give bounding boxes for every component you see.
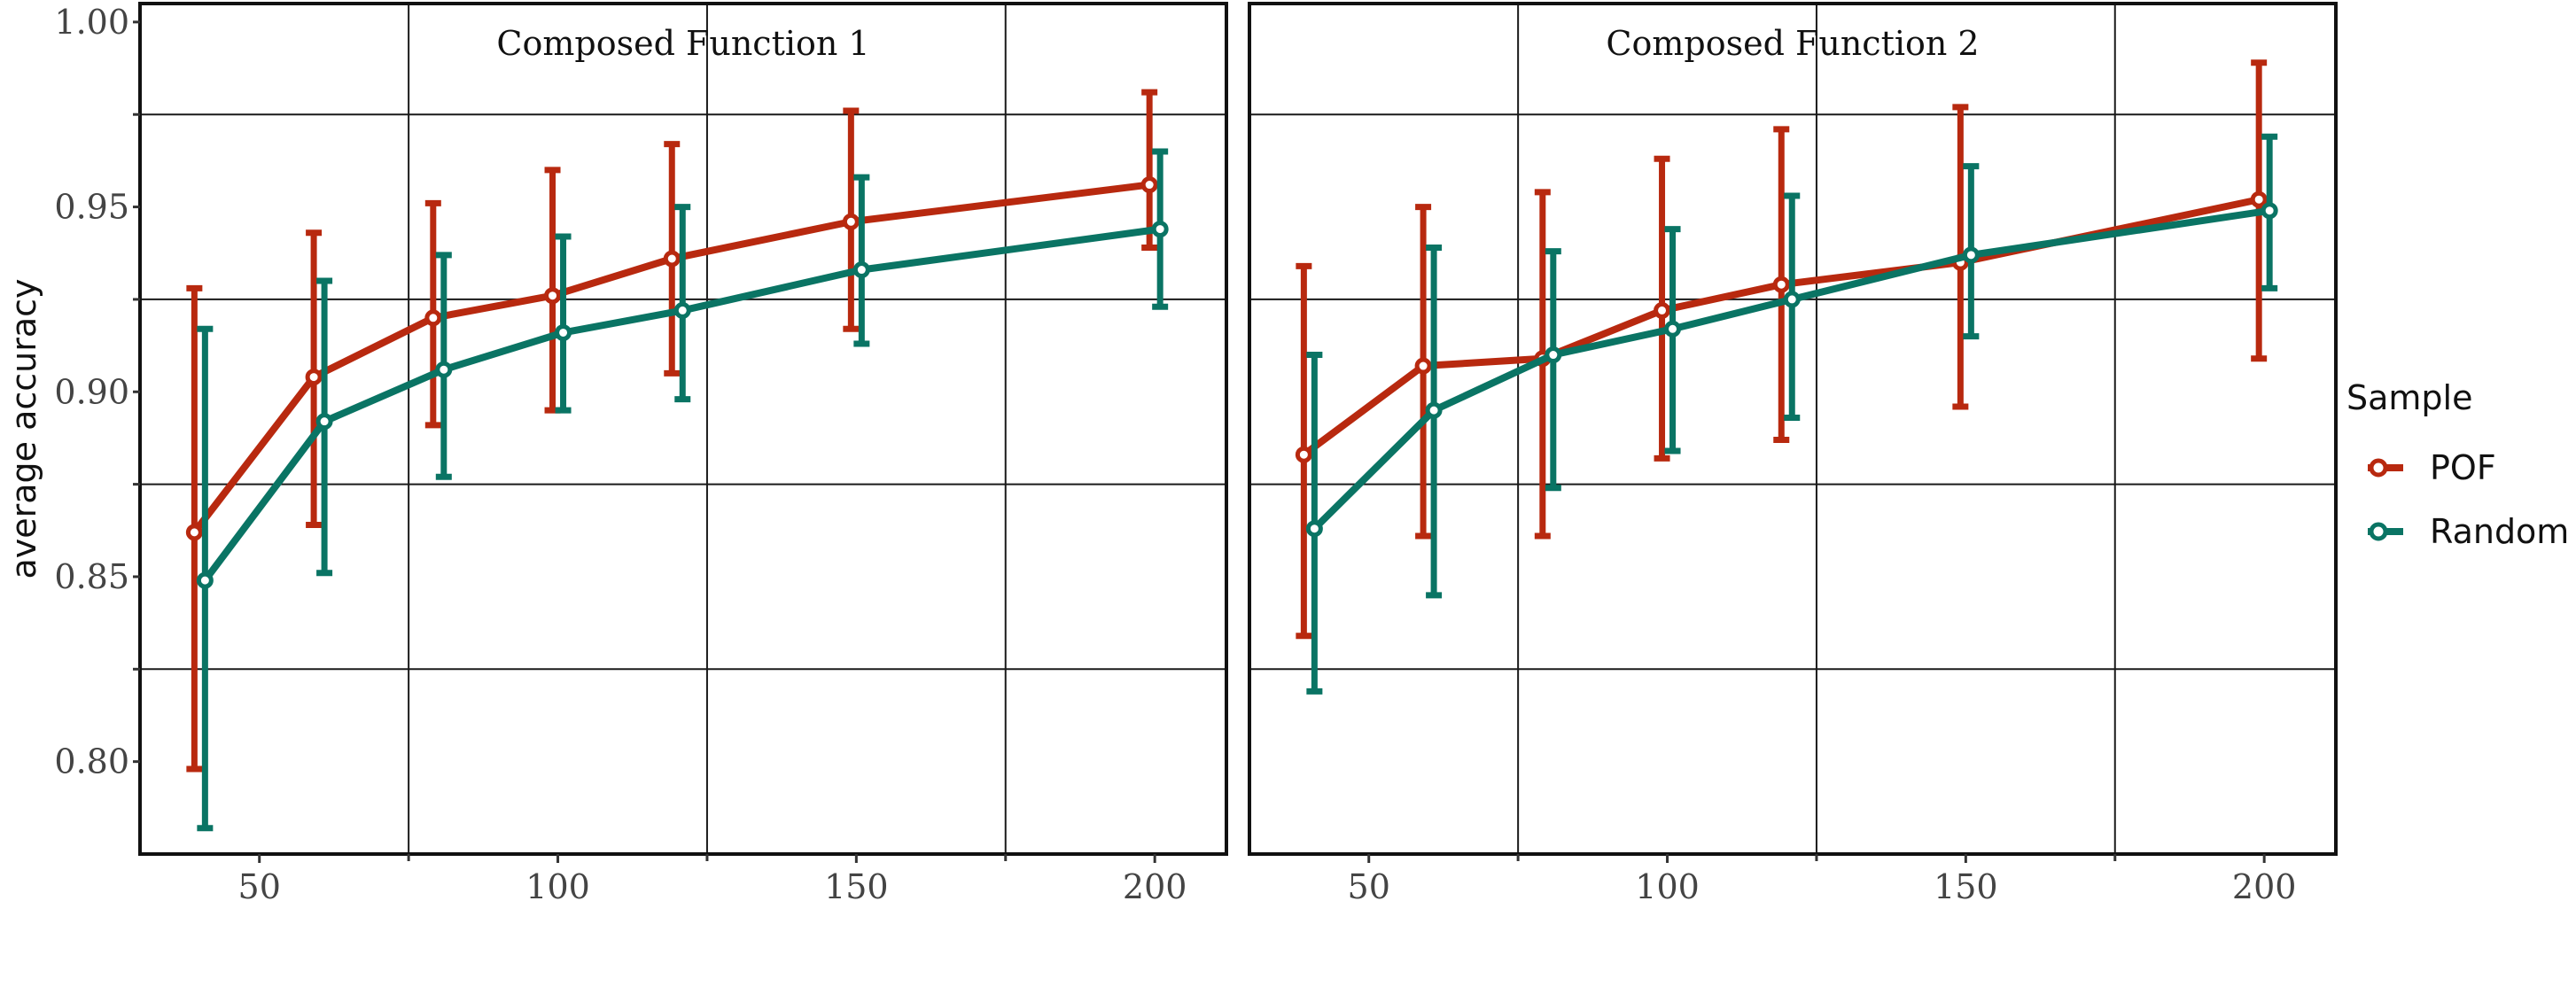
data-point [1772, 276, 1790, 293]
data-point [842, 213, 860, 230]
y-axis-title: average accuracy [4, 278, 43, 579]
x-tick-label: 200 [1123, 867, 1187, 906]
data-point [424, 309, 442, 327]
legend-swatch-point [2369, 458, 2388, 478]
y-tick-label: 1.00 [54, 3, 129, 42]
y-tick-label: 0.90 [54, 372, 129, 411]
data-point [544, 287, 562, 305]
panel-2: Composed Function 2 50 100 150 200 [1248, 2, 2338, 906]
data-point [1664, 320, 1682, 338]
data-point [2250, 190, 2268, 208]
panel-border [138, 2, 1228, 856]
data-point [1654, 301, 1671, 319]
series-pof [1295, 59, 2268, 640]
x-tick-label: 150 [824, 867, 889, 906]
data-point [1425, 401, 1443, 419]
series-random [196, 148, 1169, 832]
legend-label: Random [2430, 512, 2569, 551]
data-point [2261, 202, 2278, 220]
y-tick-label: 0.95 [54, 188, 129, 227]
panel-border [1248, 2, 2338, 856]
x-tick-label: 100 [1635, 867, 1700, 906]
data-point [185, 524, 203, 541]
data-point [435, 361, 453, 378]
data-point [1962, 246, 1980, 264]
panel-title: Composed Function 1 [496, 24, 869, 63]
data-point [305, 369, 323, 386]
data-point [1783, 291, 1801, 308]
y-tick-label: 0.85 [54, 557, 129, 596]
data-point [1305, 520, 1323, 538]
panel-title: Composed Function 2 [1606, 24, 1979, 63]
x-tick-label: 100 [525, 867, 590, 906]
x-tick-label: 150 [1934, 867, 1998, 906]
data-point [1545, 346, 1562, 364]
x-tick-label: 50 [1348, 867, 1390, 906]
data-point [673, 301, 691, 319]
legend-entry-pof: POF [2368, 448, 2496, 487]
x-tick-label: 200 [2232, 867, 2297, 906]
legend-title: Sample [2346, 378, 2472, 417]
panel-1: Composed Function 1 50 100 150 200 0.80 0.85 0.… [54, 2, 1228, 906]
data-point [315, 413, 333, 431]
legend-entry-random: Random [2368, 512, 2569, 551]
data-point [1151, 221, 1169, 238]
series-random [1305, 133, 2278, 695]
data-point [1140, 176, 1158, 194]
data-point [663, 250, 681, 268]
legend: Sample POF Random [2346, 378, 2569, 551]
data-point [1295, 446, 1312, 463]
x-tick-label: 50 [238, 867, 281, 906]
series-pof [185, 89, 1158, 773]
legend-label: POF [2430, 448, 2496, 487]
data-point [555, 323, 572, 341]
y-tick-label: 0.80 [54, 742, 129, 781]
data-point [852, 261, 870, 279]
data-point [196, 571, 214, 589]
legend-swatch-point [2369, 522, 2388, 541]
data-point [1414, 357, 1432, 375]
